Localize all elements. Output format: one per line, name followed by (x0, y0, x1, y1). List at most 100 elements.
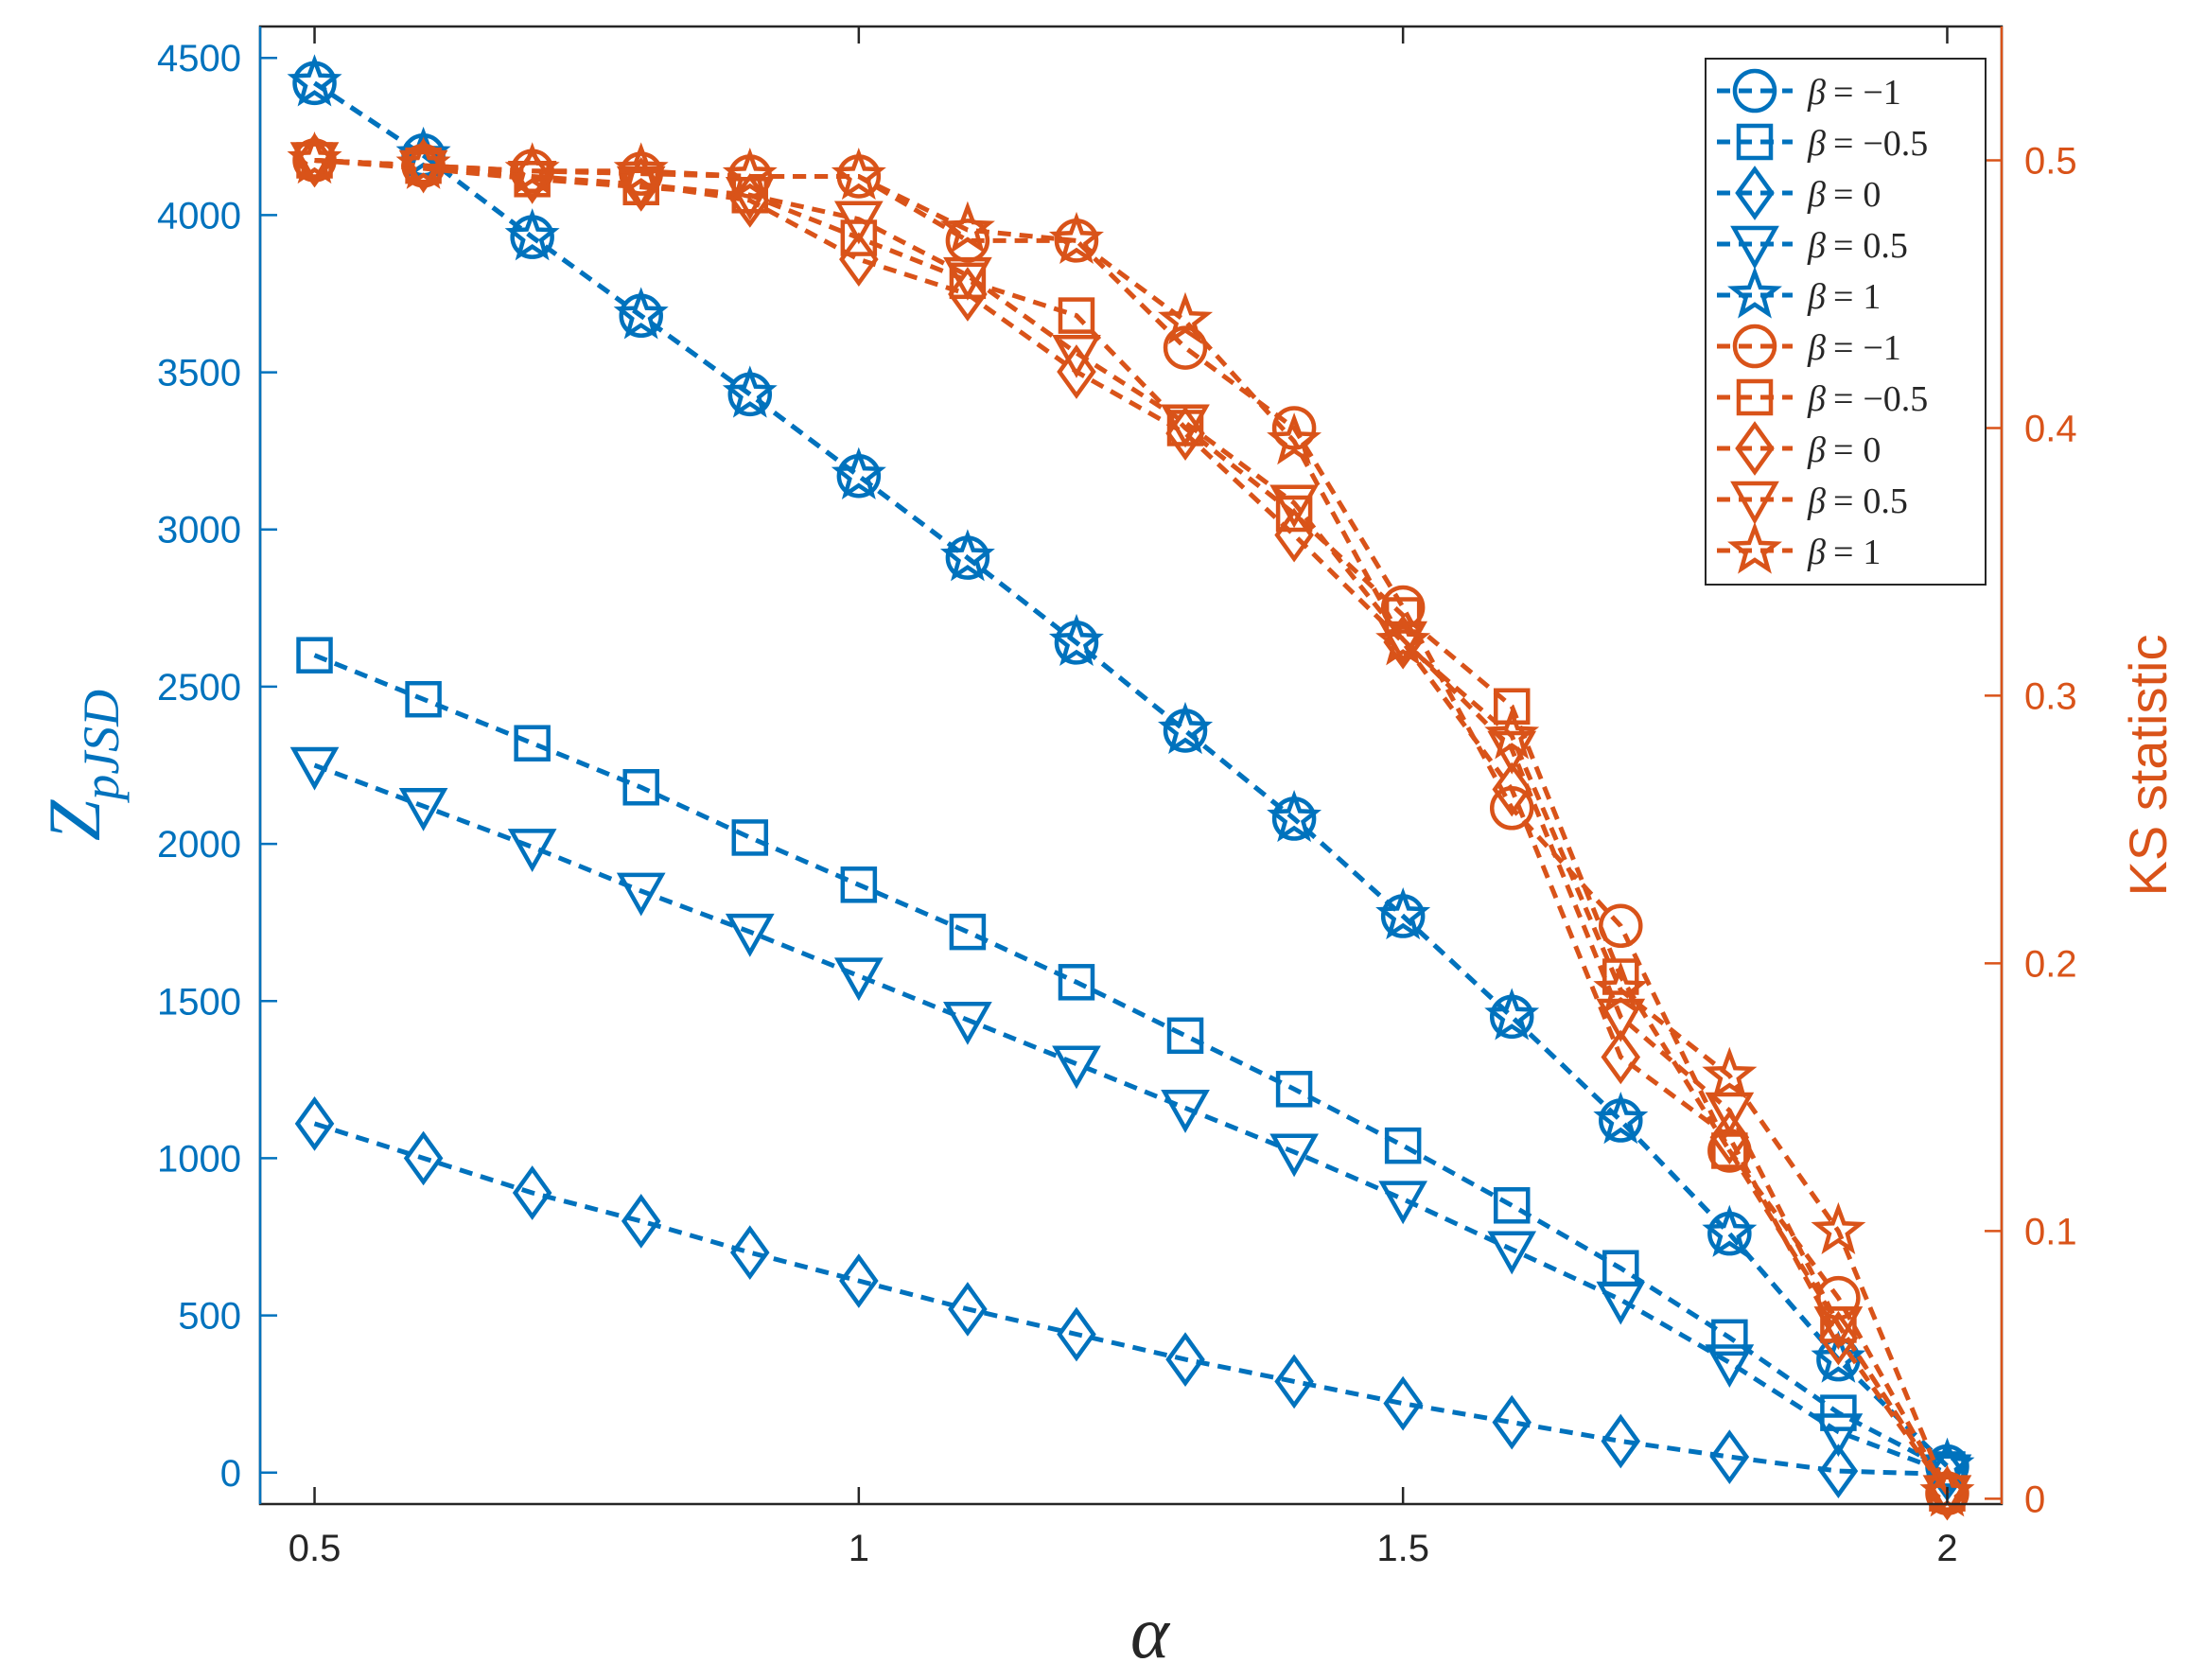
legend-beta: β (1807, 175, 1826, 215)
data-point (839, 1253, 879, 1308)
data-point (1702, 1204, 1758, 1257)
y-left-tick-label: 4000 (157, 195, 241, 236)
data-point (840, 866, 878, 903)
data-point (1493, 688, 1531, 725)
legend-entry: β = 0 (1717, 166, 1881, 220)
axes-layer: 0.5 1 1.5 205001000150020002500300035004000… (33, 26, 2178, 1673)
data-point (287, 131, 342, 184)
series-line (314, 158, 1950, 1495)
data-point (1158, 291, 1214, 344)
y-left-tick-label: 3500 (157, 353, 241, 394)
data-point (289, 746, 340, 791)
data-point (613, 142, 669, 195)
legend-beta: β (1807, 430, 1826, 470)
data-point (831, 446, 886, 499)
legend-label: β = 1 (1807, 277, 1881, 317)
legend-value: −1 (1863, 328, 1900, 368)
legend-label: β = −0.5 (1807, 124, 1928, 164)
legend-entry: β = 1 (1717, 521, 1881, 574)
legend-entry: β = −1 (1717, 324, 1901, 369)
legend-marker (1735, 166, 1775, 220)
data-point (287, 54, 342, 107)
data-point (1601, 1029, 1641, 1085)
data-point (1484, 707, 1540, 760)
legend-equals: = (1833, 328, 1853, 368)
legend-marker (1736, 378, 1774, 416)
data-point (1601, 1413, 1641, 1469)
legend-value: 1 (1863, 533, 1881, 572)
data-point (943, 256, 992, 301)
series-line (314, 158, 1950, 1495)
data-point (1161, 404, 1210, 448)
y-right-tick-label: 0.4 (2024, 408, 2077, 449)
data-point (1375, 886, 1431, 940)
legend-beta: β (1807, 124, 1826, 164)
data-point (939, 529, 995, 582)
legend-equals: = (1833, 73, 1853, 113)
data-point (1269, 1133, 1319, 1178)
data-point (1599, 903, 1643, 949)
legend-label: β = 1 (1807, 533, 1881, 572)
legend-entry: β = 0 (1717, 421, 1881, 476)
data-point (1165, 1332, 1205, 1387)
data-point (1818, 1444, 1859, 1498)
data-point (398, 787, 448, 831)
data-point (722, 365, 778, 418)
data-point (1166, 1017, 1204, 1055)
y-left-tick-label: 1000 (157, 1138, 241, 1180)
y-left-tick-label: 2000 (157, 824, 241, 866)
data-point (1271, 406, 1317, 450)
legend-marker (1736, 123, 1774, 161)
y-left-label-subscript: pJSD (73, 690, 130, 804)
data-point (722, 148, 778, 201)
data-point (1705, 1344, 1755, 1389)
data-point (1269, 484, 1319, 529)
series-line (314, 158, 1950, 1496)
data-point (731, 819, 769, 856)
data-point (1267, 790, 1322, 843)
data-point (1161, 1090, 1210, 1133)
legend-beta: β (1807, 328, 1826, 368)
data-point (403, 1130, 444, 1186)
series-layer (287, 54, 1975, 1521)
legend-value: 0 (1863, 430, 1881, 470)
y-right-tick-label: 0.2 (2024, 943, 2077, 985)
data-point (622, 769, 659, 806)
data-point (943, 1001, 992, 1045)
legend-value: −0.5 (1863, 379, 1928, 419)
data-point (1267, 412, 1322, 465)
data-point (840, 219, 878, 256)
data-point (1380, 585, 1426, 630)
legend-entry: β = −1 (1717, 68, 1901, 114)
y-left-tick-label: 500 (178, 1296, 241, 1338)
legend-equals: = (1833, 277, 1853, 317)
legend-equals: = (1833, 533, 1853, 572)
y-left-tick-label: 4500 (157, 38, 241, 79)
y-left-tick-label: 0 (220, 1453, 241, 1495)
data-point (1705, 1092, 1755, 1136)
data-point (725, 177, 775, 220)
data-point (1378, 1181, 1428, 1225)
data-point (831, 147, 886, 201)
data-point (1820, 1394, 1857, 1431)
legend-value: 1 (1863, 277, 1881, 317)
data-point (1058, 297, 1095, 334)
legend-label: β = 0 (1807, 430, 1881, 470)
data-point (730, 1225, 770, 1280)
legend-label: β = 0 (1807, 175, 1881, 215)
y-right-tick-label: 0.1 (2024, 1211, 2077, 1252)
legend-beta: β (1807, 533, 1826, 572)
x-tick-label: 2 (1936, 1528, 1957, 1569)
legend-value: −0.5 (1863, 124, 1928, 164)
data-point (1484, 988, 1540, 1041)
data-point (948, 1282, 988, 1337)
legend-label: β = 0.5 (1807, 481, 1908, 521)
series-line (313, 1121, 1948, 1477)
y-left-tick-label: 2500 (157, 667, 241, 709)
data-point (1709, 1429, 1750, 1484)
legend-beta: β (1807, 379, 1826, 419)
data-point (1048, 613, 1104, 667)
data-point (939, 201, 995, 254)
data-point (1375, 613, 1431, 666)
series-line (314, 158, 1950, 1496)
